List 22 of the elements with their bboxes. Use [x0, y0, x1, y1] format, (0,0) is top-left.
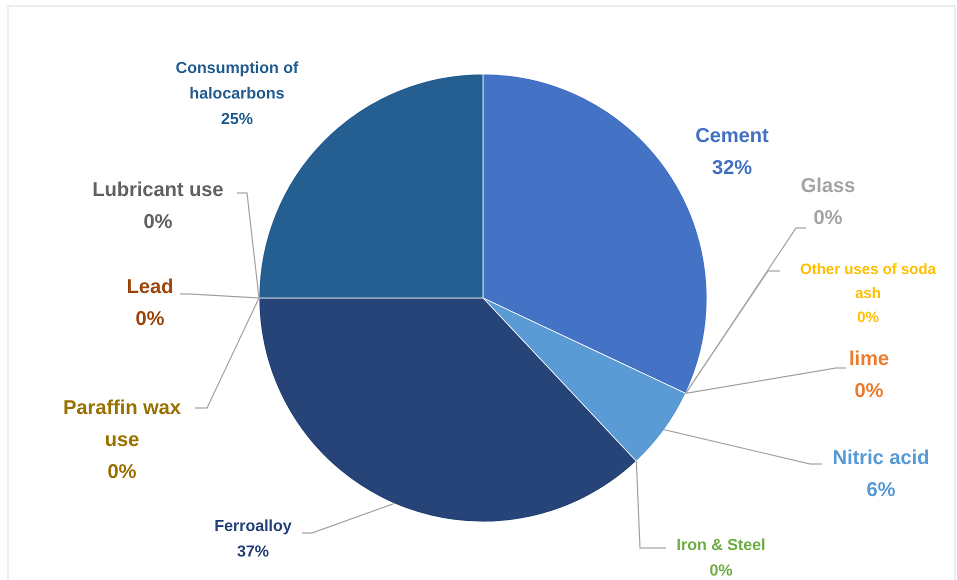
text: 0% [108, 461, 136, 483]
slice-label: Consumption of halocarbons [176, 60, 299, 103]
slice-label: Cement [695, 125, 770, 147]
text: 0% [814, 207, 842, 229]
data-label: 6% [866, 479, 896, 501]
category-label: Paraffin wax use [63, 397, 181, 451]
text: 0% [144, 211, 172, 233]
data-label: 32% [712, 157, 752, 179]
category-label: Glass [800, 175, 856, 197]
category-label: Other uses of soda ash [800, 261, 936, 302]
slice-label: Nitric acid [832, 447, 930, 469]
category-label: lime [848, 348, 890, 370]
slice-label: Ferroalloy [214, 518, 292, 535]
data-label: 37% [236, 544, 270, 561]
text: 0% [136, 308, 164, 330]
data-label: 25% [220, 111, 254, 128]
legend-label: Lead [126, 276, 174, 298]
category-label: Iron & Steel [676, 537, 766, 554]
category-label: Lubricant use [92, 179, 224, 201]
text: 0% [854, 380, 884, 402]
text: 0% [857, 309, 879, 326]
text: 0% [709, 562, 733, 580]
